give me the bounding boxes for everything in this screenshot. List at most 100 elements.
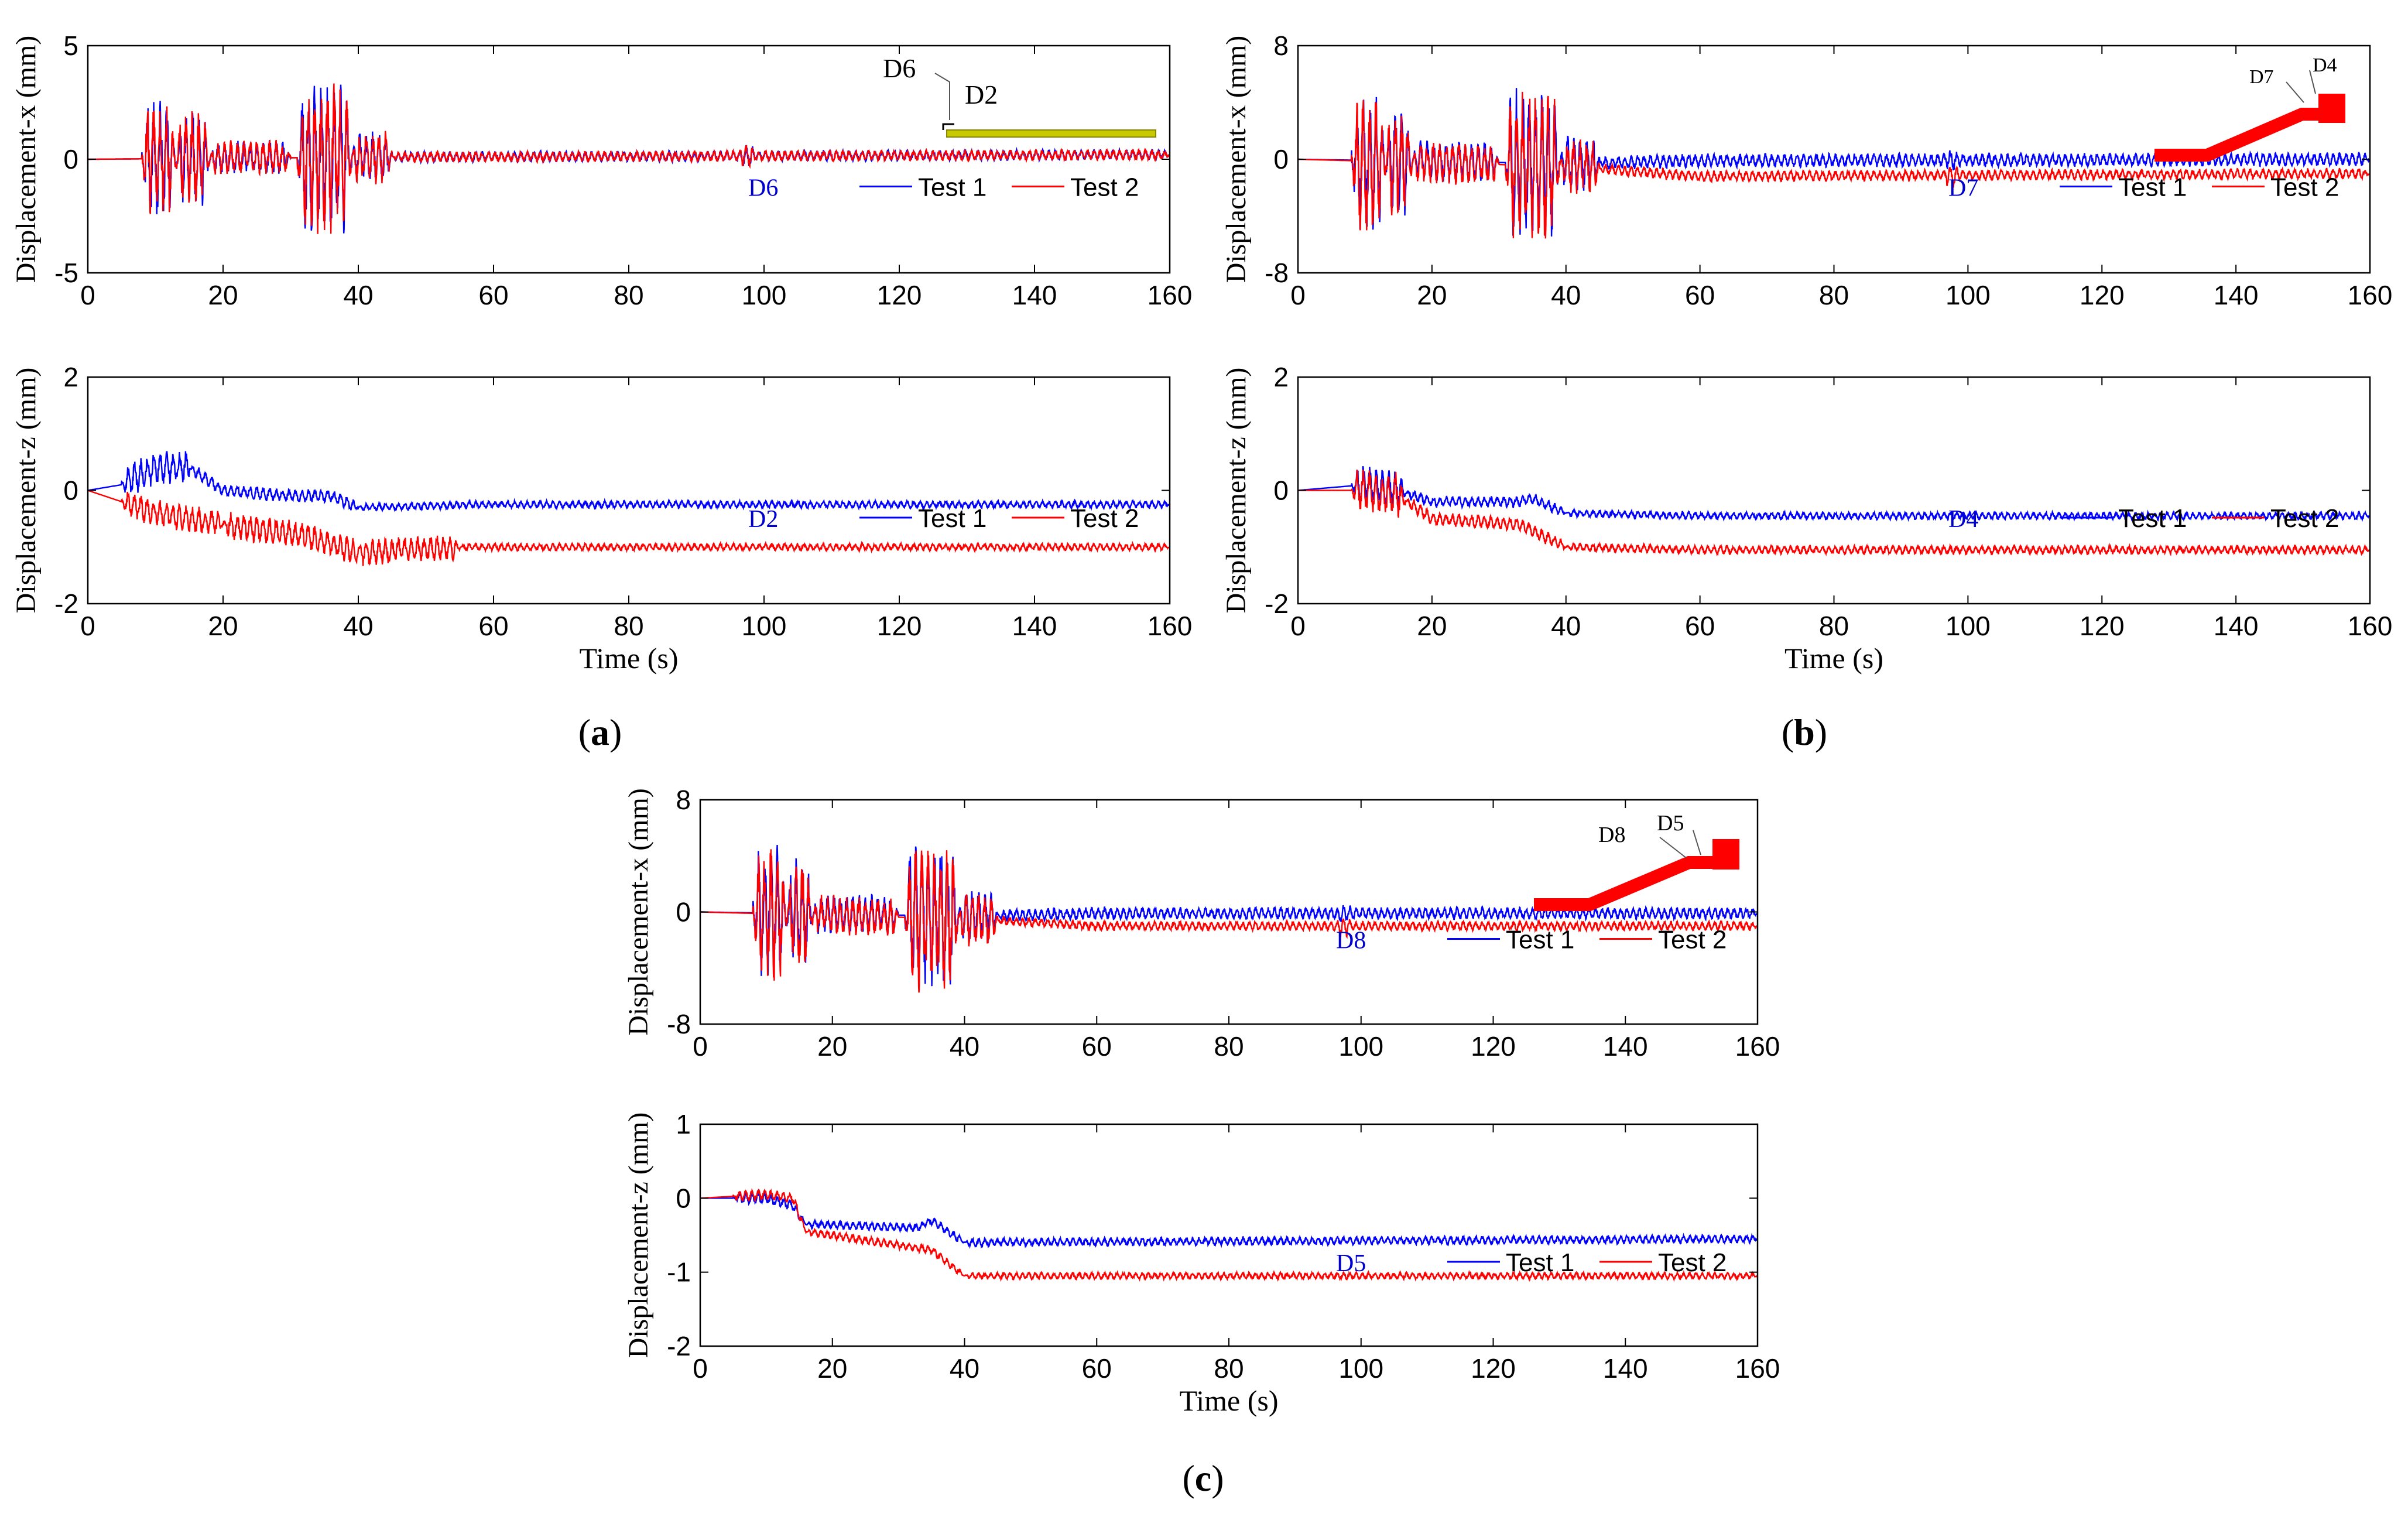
x-tick-label: 20 xyxy=(1417,280,1447,310)
x-tick-label: 0 xyxy=(1290,280,1306,310)
y-axis-label: Displacement-z (mm) xyxy=(623,1112,654,1358)
series-line-test-2 xyxy=(88,83,1170,234)
x-tick-label: 80 xyxy=(1819,611,1849,641)
y-tick-label: 0 xyxy=(63,475,78,506)
y-axis-label: Displacement-z (mm) xyxy=(11,368,42,614)
inset-b-block-shape xyxy=(2318,94,2345,123)
x-tick-label: 140 xyxy=(2214,611,2259,641)
y-tick-label: 8 xyxy=(676,785,691,815)
x-tick-label: 140 xyxy=(1603,1031,1648,1062)
y-tick-label: 0 xyxy=(1273,144,1289,174)
series-line-test-1 xyxy=(88,451,1170,513)
y-axis-label: Displacement-x (mm) xyxy=(11,36,42,283)
x-tick-label: 80 xyxy=(614,280,643,310)
x-tick-label: 120 xyxy=(2080,280,2125,310)
y-tick-label: 0 xyxy=(676,897,691,927)
legend-label-1: Test 1 xyxy=(1506,1248,1574,1277)
legend-label-1: Test 1 xyxy=(918,173,987,202)
y-tick-label: -8 xyxy=(1265,258,1289,288)
y-tick-label: -2 xyxy=(667,1331,691,1361)
chart-b-z: 0 20 40 60 80 100 120 140 160-202Displacement-z … xyxy=(1221,362,2392,675)
x-axis-label: Time (s) xyxy=(1179,1384,1278,1417)
x-tick-label: 120 xyxy=(877,280,922,310)
series-line-test-1 xyxy=(1298,465,2370,523)
y-tick-label: 0 xyxy=(676,1183,691,1213)
x-tick-label: 20 xyxy=(208,280,238,310)
legend-label-2: Test 2 xyxy=(1658,1248,1727,1277)
x-tick-label: 60 xyxy=(478,280,508,310)
x-tick-label: 40 xyxy=(950,1353,979,1384)
x-tick-label: 0 xyxy=(693,1031,708,1062)
x-tick-label: 140 xyxy=(2214,280,2259,310)
y-tick-label: -8 xyxy=(667,1009,691,1039)
sensor-annotation-label: D6 xyxy=(748,175,778,202)
y-axis-label: Displacement-x (mm) xyxy=(623,788,654,1036)
y-tick-label: 0 xyxy=(63,144,78,174)
x-tick-label: 60 xyxy=(1082,1353,1112,1384)
legend-label-1: Test 1 xyxy=(1506,925,1574,954)
inset-a: D6 D2 xyxy=(883,53,1156,138)
y-tick-label: 8 xyxy=(1273,30,1289,61)
inset-b-leader-d7 xyxy=(2286,81,2304,103)
inset-a-label-d2: D2 xyxy=(965,80,998,109)
panel-c-label: (c) xyxy=(1182,1457,1224,1499)
x-tick-label: 160 xyxy=(1148,280,1193,310)
series-line-test-2 xyxy=(1298,91,2370,239)
x-tick-label: 60 xyxy=(1082,1031,1112,1062)
x-tick-label: 40 xyxy=(1551,611,1581,641)
x-tick-label: 80 xyxy=(1214,1353,1244,1384)
x-tick-label: 80 xyxy=(1819,280,1849,310)
x-tick-label: 120 xyxy=(2080,611,2125,641)
x-tick-label: 120 xyxy=(877,611,922,641)
inset-a-leader-line xyxy=(934,73,950,120)
x-tick-label: 100 xyxy=(742,280,787,310)
inset-a-tray-shape xyxy=(946,129,1156,138)
x-tick-label: 100 xyxy=(742,611,787,641)
y-tick-label: 2 xyxy=(1273,362,1289,392)
series-line-test-1 xyxy=(1298,88,2370,237)
x-tick-label: 140 xyxy=(1012,280,1057,310)
inset-c: D8 D5 xyxy=(1534,811,1739,911)
x-tick-label: 0 xyxy=(80,280,95,310)
chart-c-z: 0 20 40 60 80 100 120 140 160 -2 -1 0 1 Displacement-… xyxy=(623,1109,1780,1417)
inset-c-label-d5: D5 xyxy=(1657,811,1684,836)
sensor-annotation-label: D2 xyxy=(748,506,778,533)
x-tick-label: 60 xyxy=(478,611,508,641)
x-tick-label: 100 xyxy=(1338,1031,1383,1062)
inset-c-label-d8: D8 xyxy=(1598,823,1625,847)
x-tick-label: 80 xyxy=(1214,1031,1244,1062)
legend-label-2: Test 2 xyxy=(2270,173,2339,202)
x-tick-label: 100 xyxy=(1338,1353,1383,1384)
chart-b-x: 0 20 40 60 80 100 120 140 160-808Displacement-x … xyxy=(1221,30,2392,310)
x-tick-label: 120 xyxy=(1471,1031,1516,1062)
series-line-test-2 xyxy=(1298,470,2370,557)
sensor-annotation-label: D8 xyxy=(1336,927,1366,954)
x-tick-label: 160 xyxy=(2348,280,2393,310)
x-tick-label: 140 xyxy=(1012,611,1057,641)
x-tick-label: 80 xyxy=(614,611,643,641)
x-tick-label: 140 xyxy=(1603,1353,1648,1384)
x-axis-label: Time (s) xyxy=(579,642,678,675)
y-tick-label: -5 xyxy=(54,258,78,288)
legend-label-1: Test 1 xyxy=(918,504,987,533)
x-tick-label: 60 xyxy=(1685,280,1715,310)
y-tick-label: 1 xyxy=(676,1109,691,1139)
legend-label-1: Test 1 xyxy=(2118,504,2187,533)
legend-label-2: Test 2 xyxy=(1070,173,1139,202)
x-axis-label: Time (s) xyxy=(1784,642,1883,675)
x-tick-label: 40 xyxy=(343,611,373,641)
chart-a-z: 0 20 40 60 80 100 120 140 160-202Displacement-z … xyxy=(11,362,1192,675)
x-tick-label: 20 xyxy=(208,611,238,641)
x-tick-label: 0 xyxy=(693,1353,708,1384)
x-tick-label: 0 xyxy=(80,611,95,641)
y-tick-label: 0 xyxy=(1273,475,1289,506)
sensor-annotation-label: D7 xyxy=(1948,175,1978,202)
x-tick-label: 160 xyxy=(1148,611,1193,641)
x-tick-label: 120 xyxy=(1471,1353,1516,1384)
inset-c-block-shape xyxy=(1712,839,1739,870)
x-tick-label: 20 xyxy=(817,1031,847,1062)
y-tick-label: 2 xyxy=(63,362,78,392)
inset-b-label-d7: D7 xyxy=(2249,66,2274,88)
x-tick-label: 100 xyxy=(1945,280,1991,310)
chart-c-x: 0 20 40 60 80 100 120 140 160-808Displacement-x … xyxy=(623,785,1780,1062)
